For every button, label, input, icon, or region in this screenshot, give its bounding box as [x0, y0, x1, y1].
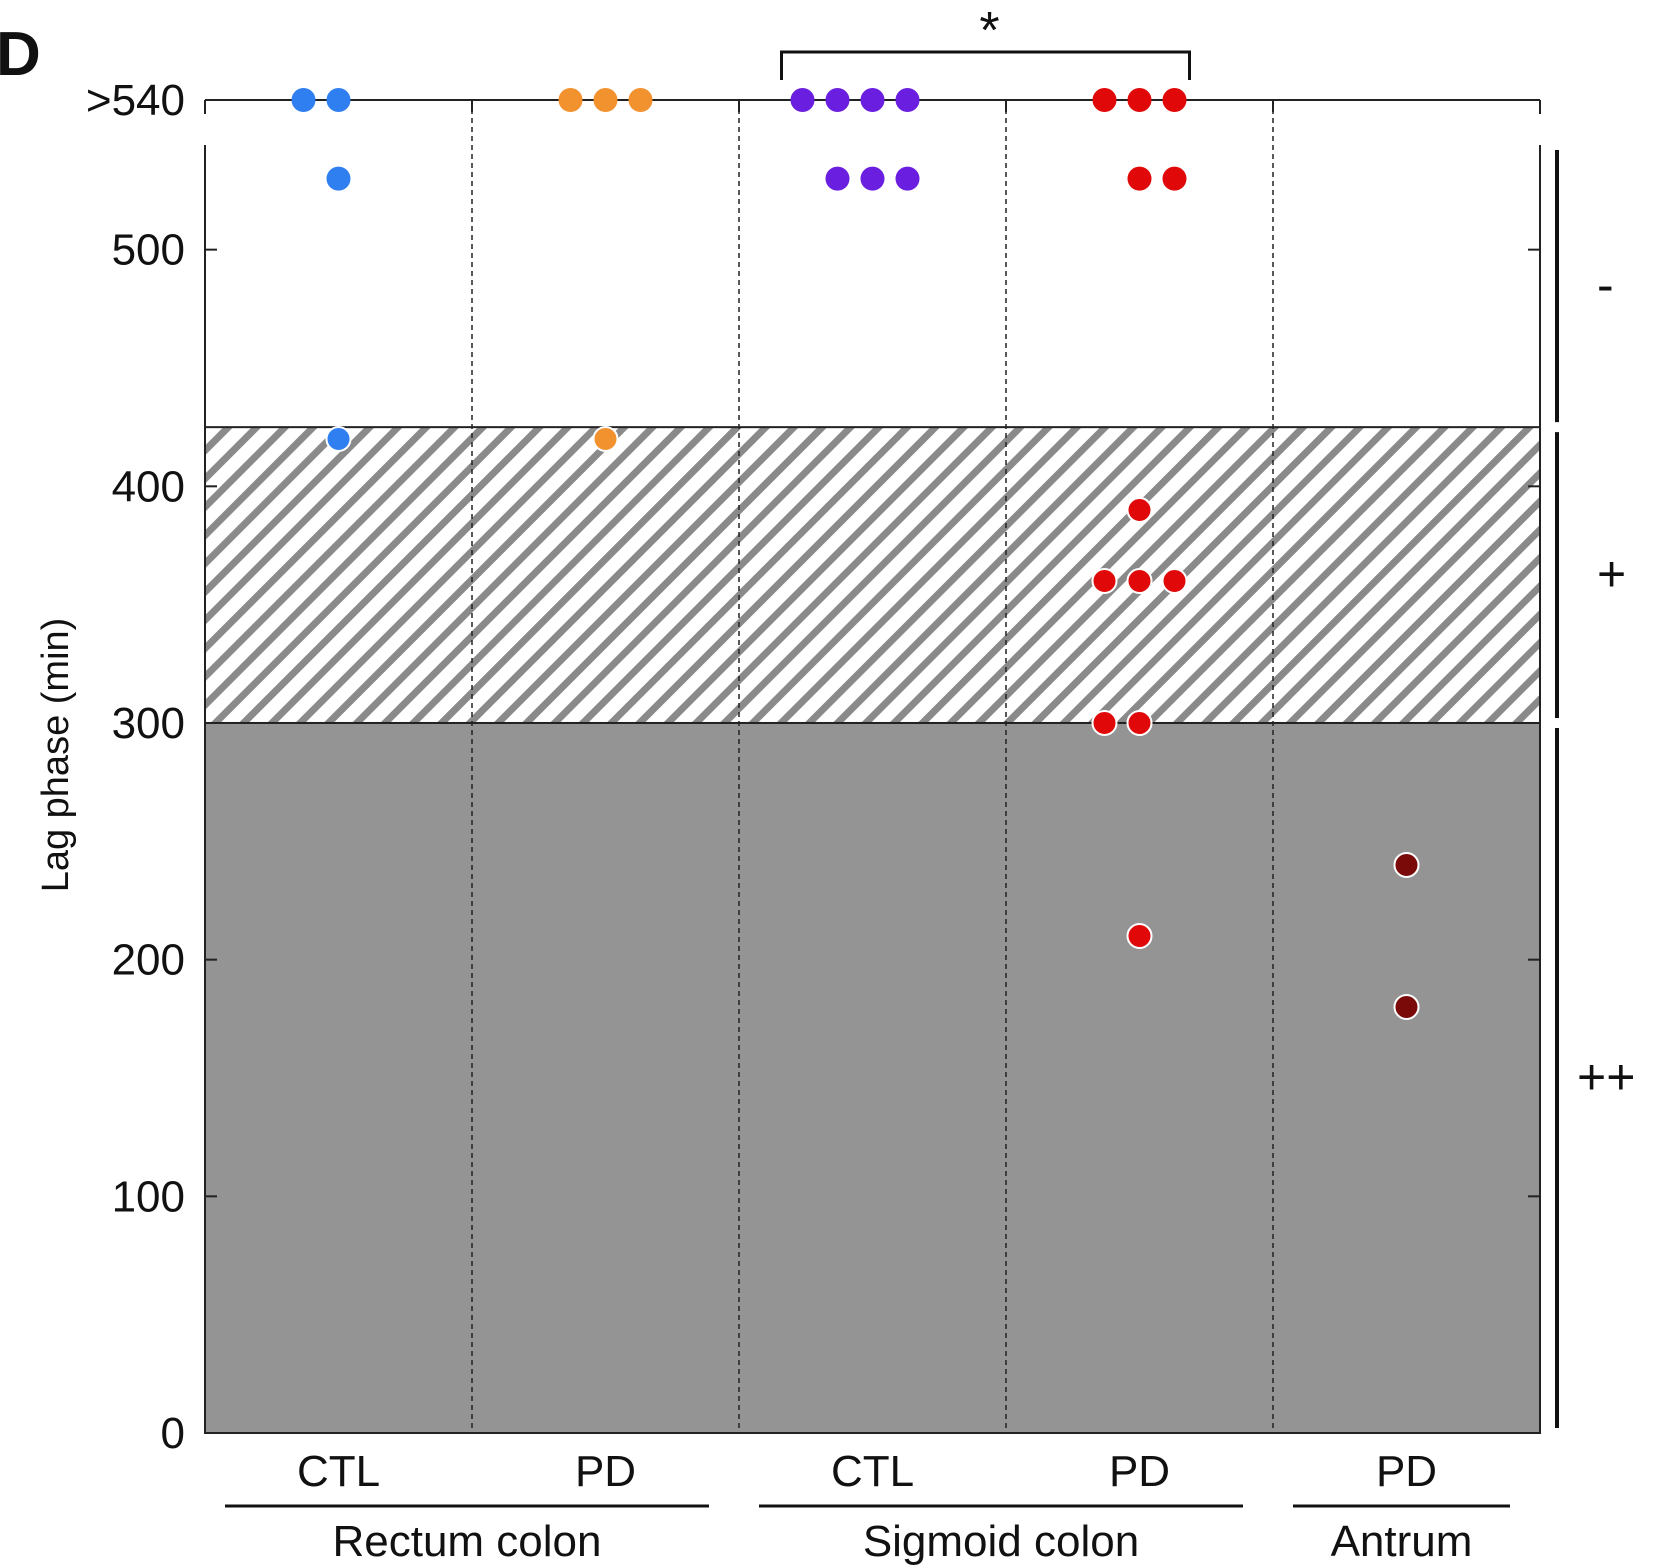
- y-tick-label: 400: [112, 462, 185, 511]
- data-point: [1161, 567, 1188, 594]
- data-point: [1126, 567, 1153, 594]
- data-point: [325, 425, 352, 452]
- panel-label: D: [0, 20, 41, 89]
- group-label: Antrum: [1331, 1517, 1473, 1566]
- band-labels: -+++: [1555, 149, 1635, 1428]
- category-group-labels: Rectum colon Sigmoid colon Antrum: [225, 1504, 1510, 1566]
- band-label: ++: [1577, 1049, 1635, 1105]
- data-point: [895, 166, 920, 191]
- data-point: [1126, 709, 1153, 736]
- band-solid: [204, 721, 1541, 1434]
- data-point: [1126, 922, 1153, 949]
- data-point: [558, 88, 583, 112]
- data-point: [860, 88, 885, 112]
- data-point: [1091, 709, 1118, 736]
- data-point: [895, 88, 920, 112]
- y-tick-label: 500: [112, 226, 185, 275]
- data-point: [825, 88, 850, 112]
- y-tick-label: 200: [112, 936, 185, 985]
- significance-asterisk: *: [979, 2, 999, 60]
- y-tick-label: 300: [112, 699, 185, 748]
- y-axis-label: Lag phase (min): [35, 618, 77, 893]
- y-tick-label-top: >540: [86, 76, 185, 125]
- x-axis-category-labels: CTL PD CTL PD PD: [297, 1447, 1437, 1496]
- category-dividers: [471, 100, 1274, 1433]
- significance-bracket-line: [780, 50, 1191, 80]
- x-category-label: PD: [1376, 1447, 1437, 1496]
- x-category-label: CTL: [297, 1447, 380, 1496]
- response-bands: [204, 145, 1541, 1434]
- data-point: [592, 425, 619, 452]
- data-point: [825, 166, 850, 191]
- y-tick-label: 0: [161, 1409, 185, 1458]
- data-point: [1127, 88, 1152, 112]
- x-category-label: PD: [575, 1447, 636, 1496]
- data-point: [1162, 88, 1187, 112]
- data-point: [860, 166, 885, 191]
- x-category-label: CTL: [831, 1447, 914, 1496]
- band-label: -: [1597, 257, 1614, 313]
- data-point: [291, 88, 316, 112]
- y-tick-label: 100: [112, 1172, 185, 1221]
- data-point: [326, 88, 351, 112]
- significance-bracket: *: [780, 2, 1191, 80]
- band-label: +: [1597, 546, 1626, 602]
- data-point: [1162, 166, 1187, 191]
- y-axis-ticks: 0 100 200 300 400 500 >540: [86, 76, 1540, 1458]
- data-point: [593, 88, 618, 112]
- data-points: [291, 88, 1420, 1020]
- band-none: [205, 145, 1540, 428]
- x-category-label: PD: [1109, 1447, 1170, 1496]
- band-hatched: [204, 426, 1541, 724]
- data-point: [1127, 166, 1152, 191]
- data-point: [1126, 496, 1153, 523]
- data-point: [628, 88, 653, 112]
- data-point: [1393, 851, 1420, 878]
- data-point: [326, 166, 351, 191]
- data-point: [1393, 993, 1420, 1020]
- group-label: Sigmoid colon: [863, 1517, 1139, 1566]
- data-point: [1091, 567, 1118, 594]
- data-point: [790, 88, 815, 112]
- data-point: [1092, 88, 1117, 112]
- group-label: Rectum colon: [332, 1517, 601, 1566]
